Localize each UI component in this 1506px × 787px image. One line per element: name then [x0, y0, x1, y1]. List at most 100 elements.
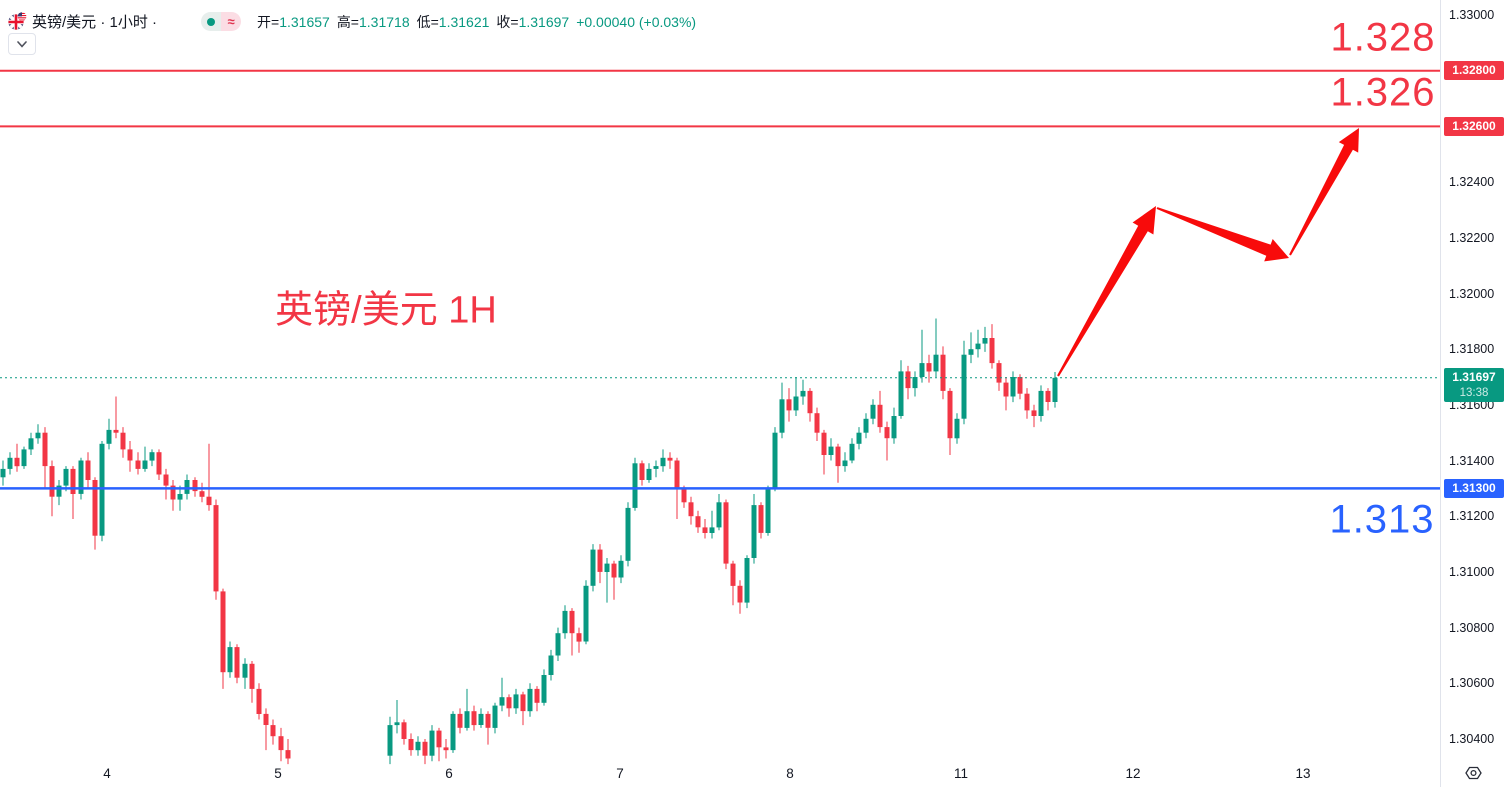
- candle-body[interactable]: [270, 725, 276, 737]
- candle-body[interactable]: [227, 647, 233, 673]
- candle-body[interactable]: [555, 633, 561, 656]
- candle-body[interactable]: [63, 468, 69, 486]
- candle-body[interactable]: [527, 688, 533, 712]
- candle-body[interactable]: [688, 502, 694, 517]
- symbol-title[interactable]: 英镑/美元 · 1小时 ·: [32, 14, 158, 31]
- candle-body[interactable]: [660, 457, 666, 467]
- candle-body[interactable]: [961, 354, 967, 419]
- candle-body[interactable]: [278, 736, 284, 751]
- candle-body[interactable]: [387, 725, 393, 756]
- candle-body[interactable]: [21, 449, 27, 467]
- candle-body[interactable]: [520, 694, 526, 712]
- candle-body[interactable]: [220, 591, 226, 673]
- candle-body[interactable]: [625, 507, 631, 561]
- candle-body[interactable]: [863, 418, 869, 433]
- candle-body[interactable]: [926, 363, 932, 372]
- candle-body[interactable]: [70, 468, 76, 494]
- candle-body[interactable]: [485, 713, 491, 728]
- candle-body[interactable]: [975, 343, 981, 350]
- candle-body[interactable]: [177, 494, 183, 500]
- candle-body[interactable]: [597, 549, 603, 572]
- candle-body[interactable]: [576, 633, 582, 642]
- candle-body[interactable]: [56, 485, 62, 497]
- candle-body[interactable]: [1031, 410, 1037, 416]
- projection-arrow-3[interactable]: [1289, 128, 1359, 256]
- candle-body[interactable]: [1052, 377, 1058, 402]
- candle-body[interactable]: [541, 675, 547, 703]
- candle-body[interactable]: [513, 694, 519, 709]
- candle-body[interactable]: [779, 399, 785, 433]
- candle-body[interactable]: [835, 446, 841, 467]
- candle-body[interactable]: [751, 505, 757, 558]
- candle-body[interactable]: [681, 488, 687, 503]
- candle-body[interactable]: [814, 413, 820, 433]
- time-axis[interactable]: 4 5 6 7 8 11 12 13: [0, 755, 1440, 787]
- candle-body[interactable]: [85, 460, 91, 481]
- candle-body[interactable]: [793, 396, 799, 411]
- candle-body[interactable]: [457, 713, 463, 728]
- candle-body[interactable]: [947, 390, 953, 439]
- candle-body[interactable]: [415, 741, 421, 751]
- candle-body[interactable]: [758, 505, 764, 533]
- candle-body[interactable]: [646, 468, 652, 480]
- candle-body[interactable]: [149, 452, 155, 461]
- candle-body[interactable]: [849, 443, 855, 461]
- candle-body[interactable]: [898, 371, 904, 416]
- candle-body[interactable]: [870, 404, 876, 419]
- candle-body[interactable]: [1017, 377, 1023, 394]
- candle-body[interactable]: [709, 527, 715, 533]
- candle-body[interactable]: [242, 663, 248, 678]
- legend-collapse-button[interactable]: [8, 33, 36, 55]
- candle-body[interactable]: [42, 432, 48, 467]
- candle-body[interactable]: [737, 585, 743, 603]
- market-status-pill[interactable]: ≈: [201, 12, 242, 31]
- candle-body[interactable]: [744, 558, 750, 603]
- axis-settings-button[interactable]: [1456, 761, 1490, 785]
- candle-body[interactable]: [106, 429, 112, 444]
- price-axis[interactable]: 1.33000 1.32800 1.32600 1.32400 1.32200 1.320…: [1440, 0, 1506, 787]
- candle-body[interactable]: [170, 485, 176, 500]
- candle-body[interactable]: [135, 460, 141, 469]
- candle-body[interactable]: [35, 432, 41, 439]
- candle-body[interactable]: [996, 363, 1002, 383]
- candle-body[interactable]: [492, 705, 498, 728]
- candle-body[interactable]: [891, 416, 897, 439]
- candle-body[interactable]: [285, 750, 291, 759]
- candle-body[interactable]: [506, 697, 512, 709]
- candle-body[interactable]: [730, 563, 736, 586]
- candle-body[interactable]: [99, 443, 105, 536]
- candle-body[interactable]: [256, 688, 262, 714]
- candle-body[interactable]: [429, 730, 435, 756]
- candle-body[interactable]: [7, 457, 13, 469]
- candle-body[interactable]: [583, 585, 589, 642]
- candle-body[interactable]: [828, 446, 834, 455]
- candle-body[interactable]: [78, 460, 84, 494]
- candle-body[interactable]: [1010, 377, 1016, 397]
- candle-body[interactable]: [249, 663, 255, 689]
- candle-body[interactable]: [940, 354, 946, 391]
- candle-body[interactable]: [590, 549, 596, 586]
- candle-body[interactable]: [422, 741, 428, 756]
- candle-body[interactable]: [821, 432, 827, 455]
- candle-body[interactable]: [213, 505, 219, 592]
- candle-body[interactable]: [1045, 390, 1051, 402]
- candle-body[interactable]: [674, 460, 680, 489]
- candle-body[interactable]: [92, 480, 98, 536]
- candle-body[interactable]: [263, 713, 269, 725]
- candle-body[interactable]: [401, 722, 407, 739]
- candle-body[interactable]: [919, 363, 925, 377]
- candle-body[interactable]: [464, 711, 470, 728]
- candle-body[interactable]: [49, 466, 55, 497]
- candle-body[interactable]: [156, 452, 162, 475]
- candle-body[interactable]: [206, 496, 212, 506]
- candle-body[interactable]: [192, 480, 198, 492]
- candle-body[interactable]: [667, 457, 673, 461]
- chart-canvas[interactable]: [0, 0, 1440, 787]
- candle-body[interactable]: [408, 739, 414, 751]
- candle-body[interactable]: [800, 390, 806, 397]
- candle-body[interactable]: [394, 722, 400, 726]
- candle-body[interactable]: [639, 463, 645, 480]
- projection-arrow-2[interactable]: [1156, 207, 1289, 262]
- candle-body[interactable]: [450, 713, 456, 751]
- candle-body[interactable]: [786, 399, 792, 411]
